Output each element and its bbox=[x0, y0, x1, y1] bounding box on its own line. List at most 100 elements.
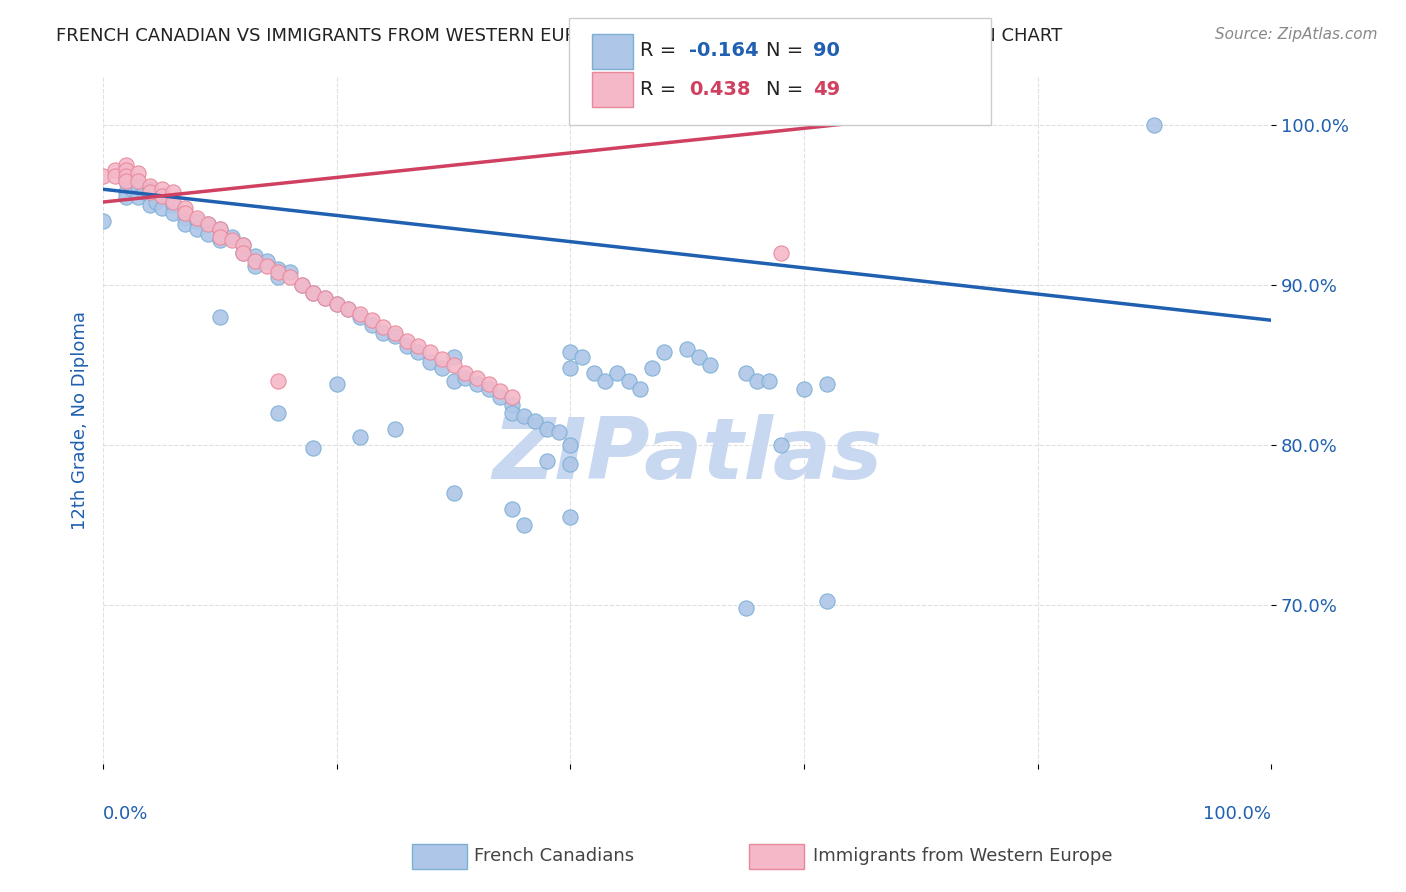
Point bbox=[115, 174, 138, 188]
Point bbox=[104, 163, 127, 178]
Point bbox=[243, 249, 266, 263]
Point bbox=[132, 186, 155, 200]
Point bbox=[501, 501, 523, 516]
Point bbox=[162, 194, 184, 209]
Point bbox=[267, 270, 290, 285]
Point bbox=[560, 361, 582, 376]
Text: Immigrants from Western Europe: Immigrants from Western Europe bbox=[813, 847, 1112, 865]
Point bbox=[291, 278, 314, 293]
Text: FRENCH CANADIAN VS IMMIGRANTS FROM WESTERN EUROPE 12TH GRADE, NO DIPLOMA CORRELA: FRENCH CANADIAN VS IMMIGRANTS FROM WESTE… bbox=[56, 27, 1063, 45]
Point bbox=[127, 166, 149, 180]
Point bbox=[395, 334, 418, 348]
Text: R =: R = bbox=[640, 41, 682, 61]
Point bbox=[769, 438, 792, 452]
Point bbox=[430, 351, 453, 366]
Point bbox=[104, 169, 127, 184]
Point bbox=[115, 190, 138, 204]
Text: 0.438: 0.438 bbox=[689, 79, 751, 99]
Point bbox=[162, 198, 184, 212]
Point bbox=[127, 179, 149, 194]
Point bbox=[243, 254, 266, 268]
Point bbox=[501, 398, 523, 412]
Point bbox=[628, 382, 651, 396]
Point bbox=[278, 270, 301, 285]
Point bbox=[465, 370, 488, 384]
Point bbox=[688, 350, 710, 364]
Point bbox=[150, 188, 173, 202]
Point bbox=[734, 600, 756, 615]
Text: R =: R = bbox=[640, 79, 682, 99]
Text: ZIPatlas: ZIPatlas bbox=[492, 414, 882, 497]
Point bbox=[291, 278, 314, 293]
Point bbox=[443, 358, 465, 372]
Point bbox=[454, 370, 477, 384]
Point bbox=[302, 286, 325, 301]
Text: Source: ZipAtlas.com: Source: ZipAtlas.com bbox=[1215, 27, 1378, 42]
Point bbox=[267, 374, 290, 388]
Point bbox=[278, 265, 301, 279]
Point bbox=[443, 485, 465, 500]
Point bbox=[501, 406, 523, 420]
Point bbox=[173, 206, 195, 220]
Point bbox=[267, 262, 290, 277]
Point bbox=[641, 361, 664, 376]
Point bbox=[512, 409, 534, 423]
Point bbox=[465, 377, 488, 392]
Point bbox=[115, 163, 138, 178]
Text: 100.0%: 100.0% bbox=[1204, 805, 1271, 823]
Point bbox=[408, 345, 430, 359]
Point bbox=[197, 218, 219, 232]
Point bbox=[349, 307, 371, 321]
Point bbox=[582, 366, 605, 380]
Point bbox=[384, 326, 406, 340]
Point bbox=[127, 190, 149, 204]
Point bbox=[360, 313, 382, 327]
Point bbox=[91, 169, 114, 184]
Point bbox=[489, 384, 512, 398]
Point bbox=[349, 310, 371, 324]
Point bbox=[815, 377, 838, 392]
Point bbox=[443, 374, 465, 388]
Point bbox=[617, 374, 640, 388]
Point bbox=[430, 361, 453, 376]
Point bbox=[1143, 119, 1166, 133]
Point bbox=[547, 425, 569, 439]
Point bbox=[232, 246, 254, 260]
Point bbox=[115, 169, 138, 184]
Point bbox=[162, 186, 184, 200]
Point bbox=[197, 218, 219, 232]
Point bbox=[793, 382, 815, 396]
Point bbox=[560, 345, 582, 359]
Point bbox=[373, 326, 395, 340]
Point bbox=[536, 422, 558, 436]
Point bbox=[115, 158, 138, 172]
Point bbox=[477, 382, 499, 396]
Point bbox=[267, 406, 290, 420]
Point bbox=[208, 222, 231, 236]
Point bbox=[325, 377, 347, 392]
Point bbox=[150, 202, 173, 216]
Point bbox=[186, 222, 208, 236]
Point bbox=[302, 286, 325, 301]
Point bbox=[115, 186, 138, 200]
Point bbox=[337, 301, 360, 316]
Point bbox=[395, 339, 418, 353]
Point bbox=[256, 254, 278, 268]
Point bbox=[208, 222, 231, 236]
Point bbox=[150, 182, 173, 196]
Point bbox=[489, 390, 512, 404]
Point bbox=[208, 230, 231, 244]
Point bbox=[501, 390, 523, 404]
Point bbox=[419, 345, 441, 359]
Point bbox=[373, 319, 395, 334]
Point bbox=[145, 194, 167, 209]
Point bbox=[232, 246, 254, 260]
Point bbox=[314, 291, 336, 305]
Point bbox=[267, 265, 290, 279]
Point bbox=[173, 218, 195, 232]
Point bbox=[325, 297, 347, 311]
Point bbox=[173, 202, 195, 216]
Text: 90: 90 bbox=[813, 41, 839, 61]
Text: -0.164: -0.164 bbox=[689, 41, 759, 61]
Point bbox=[221, 233, 243, 247]
